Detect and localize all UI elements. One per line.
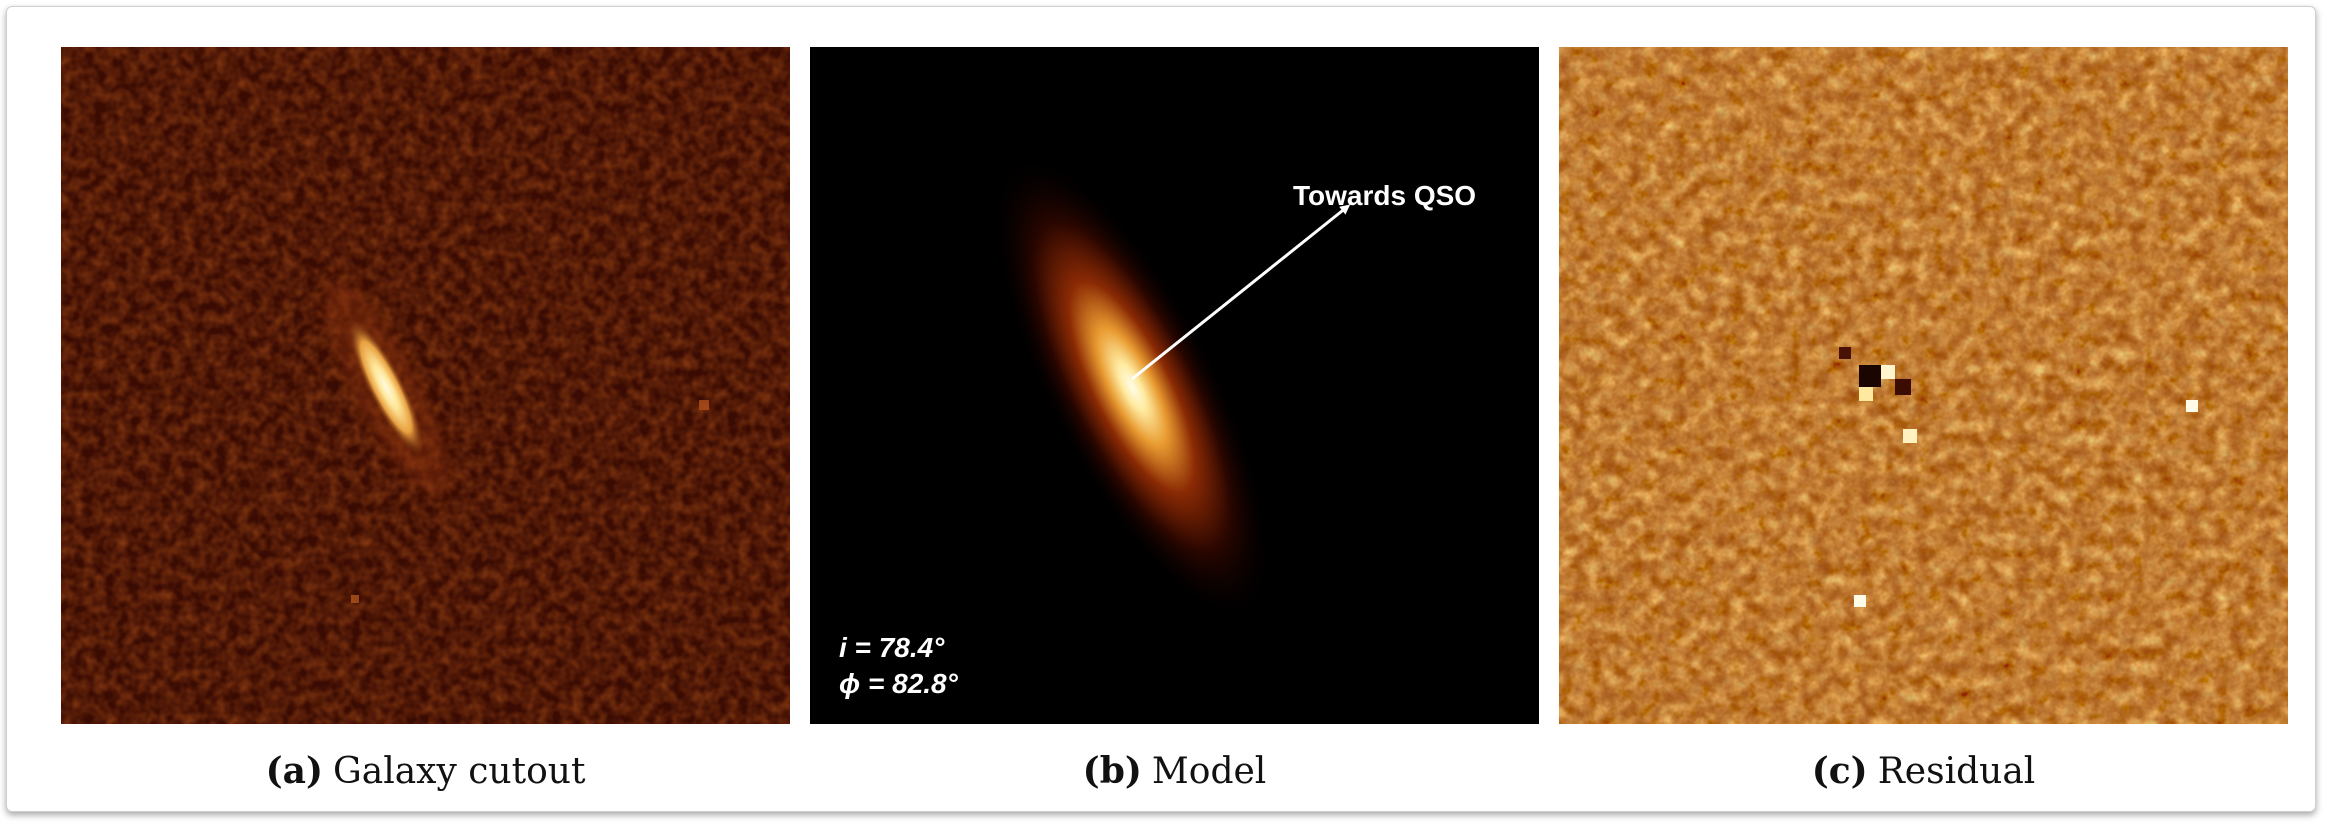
azimuth-label: ϕ = 82.8° bbox=[839, 668, 958, 699]
model-image: Towards QSO i = 78.4° ϕ = 82.8° bbox=[810, 47, 1539, 724]
caption-model: (b) Model bbox=[810, 750, 1539, 792]
caption-tag: (a) bbox=[265, 750, 323, 792]
inclination-label: i = 78.4° bbox=[839, 632, 945, 663]
caption-text: Model bbox=[1151, 751, 1267, 792]
galaxy-cutout-image bbox=[61, 47, 790, 724]
caption-text: Residual bbox=[1877, 751, 2036, 792]
caption-text: Galaxy cutout bbox=[332, 751, 586, 792]
caption-galaxy-cutout: (a) Galaxy cutout bbox=[61, 750, 790, 792]
qso-direction-label: Towards QSO bbox=[1293, 180, 1477, 211]
qso-direction-arrow bbox=[1131, 204, 1351, 381]
caption-tag: (b) bbox=[1082, 750, 1142, 792]
residual-image bbox=[1559, 47, 2288, 724]
caption-residual: (c) Residual bbox=[1559, 750, 2288, 792]
figure-frame: Towards QSO i = 78.4° ϕ = 82.8° bbox=[6, 6, 2316, 812]
caption-tag: (c) bbox=[1811, 750, 1868, 792]
